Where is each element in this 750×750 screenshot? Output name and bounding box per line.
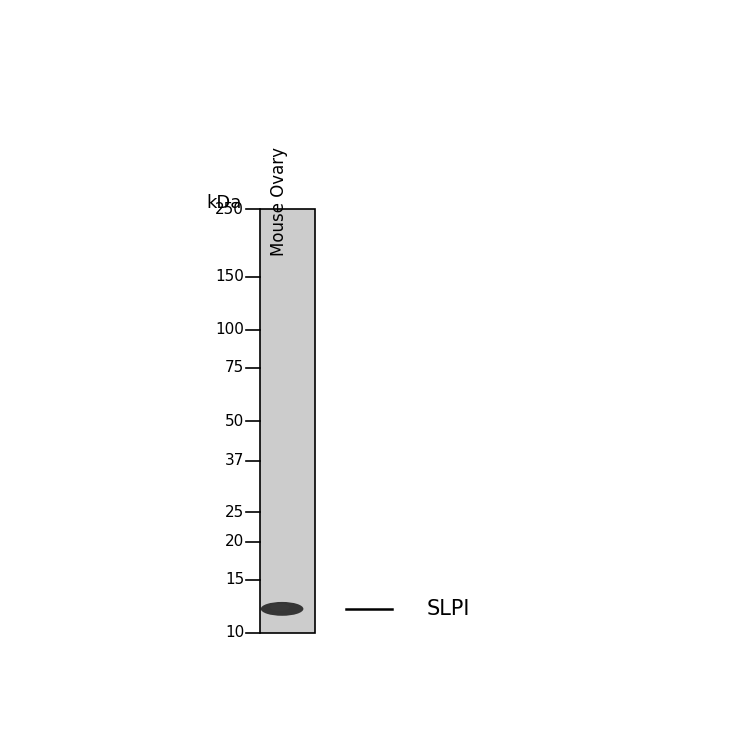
Text: 50: 50	[225, 413, 244, 428]
Text: 20: 20	[225, 534, 244, 549]
Text: 37: 37	[225, 453, 244, 468]
Text: 15: 15	[225, 572, 244, 587]
Bar	[260, 209, 315, 633]
Ellipse shape	[270, 604, 290, 610]
Text: Mouse Ovary: Mouse Ovary	[269, 147, 287, 256]
Text: 100: 100	[215, 322, 244, 338]
Text: 250: 250	[215, 202, 244, 217]
Text: 150: 150	[215, 269, 244, 284]
Text: kDa: kDa	[206, 194, 242, 211]
Ellipse shape	[261, 602, 304, 616]
Text: 25: 25	[225, 505, 244, 520]
Text: SLPI: SLPI	[427, 598, 470, 619]
Text: 75: 75	[225, 360, 244, 375]
Text: 10: 10	[225, 626, 244, 640]
